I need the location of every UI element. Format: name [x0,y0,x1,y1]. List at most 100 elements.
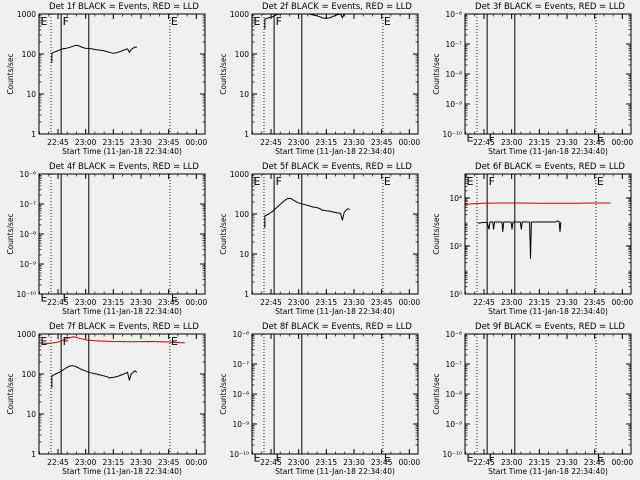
x-tick-label: 00:00 [186,458,208,467]
y-tick-label: 1000 [17,330,36,339]
x-axis-label: Start Time (11-Jan-18 22:34:40) [488,467,608,476]
y-axis-label: Counts/sec [219,213,228,254]
events-series-line [51,44,137,63]
x-tick-label: 23:15 [316,458,338,467]
x-tick-label: 23:00 [288,298,310,307]
x-tick-label: 23:45 [371,298,393,307]
x-tick-label: 23:30 [130,458,152,467]
y-axis-label: Counts/sec [219,373,228,414]
x-tick-label: 22:45 [47,458,69,467]
panel-title: Det 8f BLACK = Events, RED = LLD [262,322,412,332]
x-tick-label: 23:15 [529,458,551,467]
x-tick-label: 22:45 [47,298,69,307]
flag-label-f: F [489,175,495,188]
x-tick-label: 00:00 [186,138,208,147]
x-axis-label: Start Time (11-Jan-18 22:34:40) [62,147,182,156]
flag-label-e: E [466,175,473,188]
y-tick-label: 1 [31,450,36,459]
y-axis-label: Counts/sec [6,213,15,254]
x-tick-label: 23:30 [343,298,365,307]
x-tick-label: 23:15 [529,298,551,307]
x-axis-label: Start Time (11-Jan-18 22:34:40) [488,307,608,316]
y-tick-label: 10⁻⁸ [445,390,462,399]
flag-label-e: E [40,292,47,305]
flag-label-e: E [597,452,604,465]
x-tick-label: 23:00 [75,298,97,307]
flag-label-e: E [253,15,260,28]
y-tick-label: 10⁻⁹ [445,420,462,429]
x-tick-label: 00:00 [399,298,421,307]
x-tick-label: 00:00 [399,138,421,147]
events-series-line [264,197,350,228]
flag-label-e: E [40,15,47,28]
x-tick-label: 23:30 [343,458,365,467]
panel-det-4f: Det 4f BLACK = Events, RED = LLD E F E 10⁻¹⁰… [6,162,207,316]
flag-label-e: E [384,452,391,465]
flag-label-f: F [489,132,495,145]
flag-label-f: F [489,452,495,465]
x-tick-label: 22:45 [260,298,282,307]
flag-label-f: F [276,175,282,188]
plot-frame [464,173,632,295]
x-tick-label: 00:00 [612,298,634,307]
flag-label-f: F [276,452,282,465]
panel-title: Det 7f BLACK = Events, RED = LLD [49,322,199,332]
x-tick-label: 22:45 [260,458,282,467]
plot-frame [464,13,632,135]
x-tick-label: 23:30 [556,458,578,467]
flag-label-e: E [384,15,391,28]
y-tick-label: 10 [26,410,36,419]
flag-label-f: F [63,15,69,28]
y-tick-label: 1000 [230,10,249,19]
flag-label-e: E [171,15,178,28]
y-tick-label: 10⁻¹⁰ [229,450,249,459]
x-axis-label: Start Time (11-Jan-18 22:34:40) [275,147,395,156]
panel-title: Det 4f BLACK = Events, RED = LLD [49,162,199,172]
flag-label-e: E [253,175,260,188]
y-tick-label: 1000 [17,10,36,19]
y-tick-label: 10⁰ [449,290,462,299]
y-tick-label: 10⁻⁷ [445,360,462,369]
y-axis-label: Counts/sec [6,53,15,94]
y-tick-label: 1000 [230,170,249,179]
panel-title: Det 5f BLACK = Events, RED = LLD [262,162,412,172]
x-tick-label: 23:15 [103,458,125,467]
y-tick-label: 10⁻⁸ [19,230,36,239]
flag-label-e: E [253,452,260,465]
flag-label-e: E [597,175,604,188]
flag-label-e: E [384,175,391,188]
x-axis-label: Start Time (11-Jan-18 22:34:40) [488,147,608,156]
x-axis-label: Start Time (11-Jan-18 22:34:40) [62,467,182,476]
y-axis-label: Counts/sec [219,53,228,94]
x-tick-label: 23:00 [75,458,97,467]
x-tick-label: 23:00 [501,138,523,147]
plot-frame [38,173,206,295]
x-tick-label: 22:45 [260,138,282,147]
x-tick-label: 23:45 [371,458,393,467]
flag-label-e: E [171,335,178,348]
x-tick-label: 23:30 [130,298,152,307]
flag-label-f: F [63,292,69,305]
y-tick-label: 10⁻⁷ [232,360,249,369]
x-tick-label: 23:45 [584,298,606,307]
x-tick-label: 22:45 [473,298,495,307]
plot-frame [38,13,206,135]
x-tick-label: 23:45 [158,138,180,147]
y-tick-label: 10⁻¹⁰ [16,290,36,299]
x-tick-label: 23:30 [556,298,578,307]
flag-label-e: E [171,292,178,305]
plot-frame [251,333,419,455]
y-tick-label: 10⁻⁶ [232,330,249,339]
y-tick-label: 1 [244,290,249,299]
y-axis-label: Counts/sec [432,53,441,94]
x-tick-label: 23:00 [288,138,310,147]
y-tick-label: 10 [239,90,249,99]
x-tick-label: 23:30 [130,138,152,147]
x-tick-label: 23:45 [371,138,393,147]
